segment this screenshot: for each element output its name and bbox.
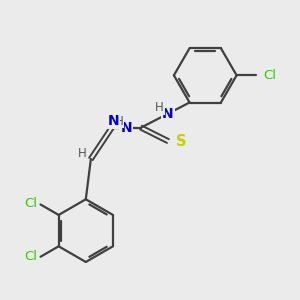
Text: H: H — [155, 101, 164, 114]
Text: H: H — [78, 147, 87, 160]
Text: Cl: Cl — [25, 250, 38, 263]
Text: N: N — [107, 114, 119, 128]
Text: Cl: Cl — [25, 197, 38, 210]
Text: S: S — [176, 134, 186, 148]
Text: Cl: Cl — [263, 69, 277, 82]
Text: H: H — [115, 115, 123, 128]
Text: N: N — [121, 121, 132, 135]
Text: N: N — [162, 107, 173, 121]
